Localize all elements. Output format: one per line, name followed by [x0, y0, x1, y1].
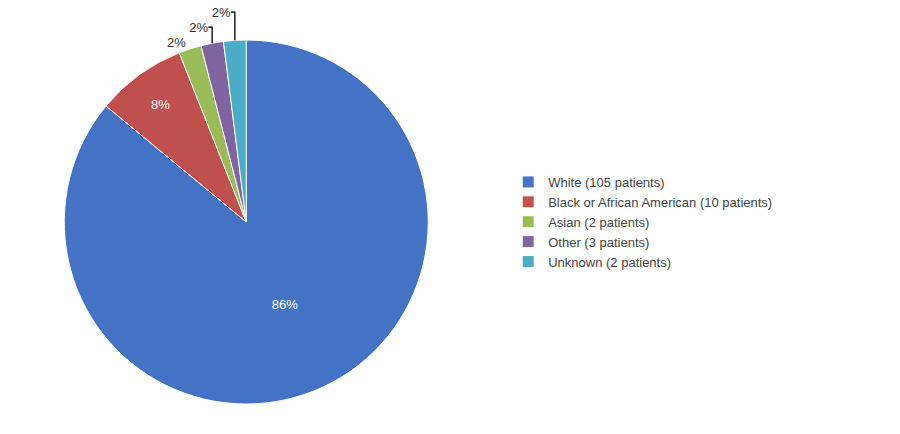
svg-text:86%: 86% [272, 297, 298, 312]
svg-text:Other (3 patients): Other (3 patients) [548, 235, 649, 250]
svg-text:Asian (2 patients): Asian (2 patients) [548, 215, 649, 230]
svg-text:Black or African American (10: Black or African American (10 patients) [548, 195, 772, 210]
svg-text:2%: 2% [167, 35, 186, 50]
svg-text:White (105 patients): White (105 patients) [548, 175, 664, 190]
svg-text:2%: 2% [212, 5, 231, 20]
svg-text:Unknown (2 patients): Unknown (2 patients) [548, 255, 671, 270]
svg-text:2%: 2% [189, 20, 208, 35]
svg-text:8%: 8% [151, 97, 170, 112]
